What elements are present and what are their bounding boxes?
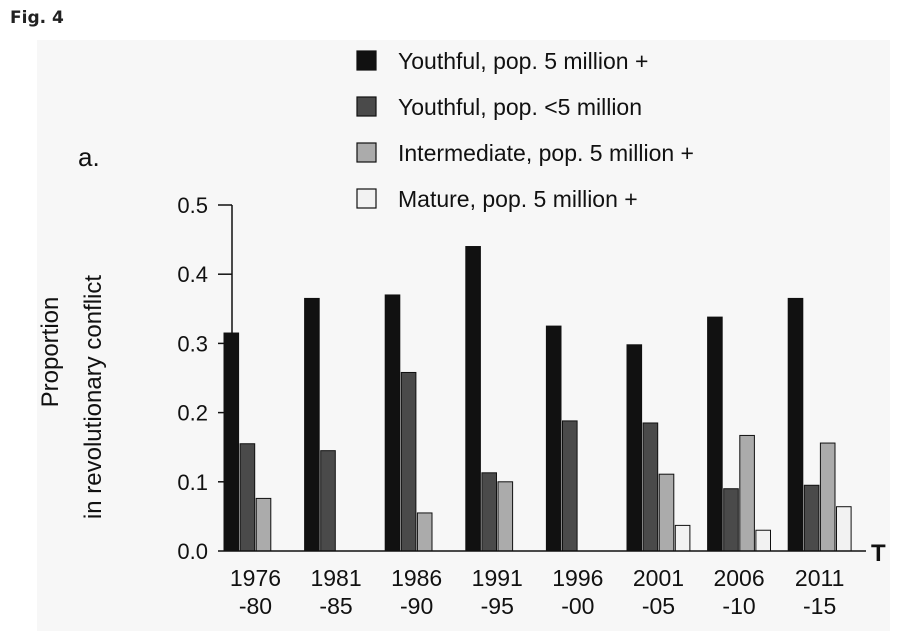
x-tick-label-line1: 2006 [713,565,764,591]
bar [223,332,240,552]
bar [239,443,256,552]
bar [320,450,336,552]
bar [562,420,578,552]
y-axis-label-line1: Proportion [37,297,64,408]
x-tick-label-line2: -15 [803,593,836,619]
legend: Youthful, pop. 5 million + Youthful, pop.… [356,48,694,212]
panel-label: a. [78,142,100,172]
legend-swatch [356,96,377,117]
bar [416,512,433,552]
bar [304,297,320,552]
bar [255,497,272,552]
x-tick-label-line1: 2001 [633,565,684,591]
legend-label: Youthful, pop. <5 million [398,94,642,120]
legend-swatch [356,188,377,209]
x-tick-label-line2: -90 [400,593,433,619]
figure-label: Fig. 4 [10,8,64,28]
x-tick-label-line1: 2011 [795,565,844,591]
bar [755,529,772,552]
bar [803,484,820,552]
bar [739,434,755,552]
x-tick-label-line2: -85 [319,593,352,619]
legend-label: Intermediate, pop. 5 million + [398,140,694,166]
x-axis-end-label: T [871,540,886,567]
y-axis-label-line2: in revolutionary conflict [80,275,107,519]
legend-label: Youthful, pop. 5 million + [398,48,648,74]
y-tick-label: 0.3 [177,331,208,356]
bar [836,506,852,552]
x-tick-label-line2: -05 [642,593,675,619]
y-tick-label: 0.1 [177,470,208,495]
bars [223,246,852,552]
x-axis: 1976-801981-851986-901991-951996-002001-… [230,550,866,619]
bar [674,524,691,552]
x-tick-label-line1: 1986 [391,565,442,591]
bar [819,442,836,552]
x-tick-label-line1: 1976 [230,565,281,591]
x-tick-label-line1: 1981 [310,565,361,591]
bar [545,325,562,552]
x-tick-label-line2: -10 [722,593,755,619]
x-tick-label-line1: 1996 [552,565,603,591]
bar [707,316,723,552]
y-tick-label: 0.0 [177,539,208,564]
bar [400,371,417,552]
bar [465,246,481,552]
bar [723,488,739,552]
bar [787,297,804,552]
x-tick-label-line2: -00 [561,593,594,619]
legend-swatch [356,50,377,71]
legend-label: Mature, pop. 5 million + [398,186,638,212]
bar [481,472,497,552]
legend-swatch [356,142,377,163]
bar [626,344,643,552]
x-tick-label-line1: 1991 [472,565,523,591]
bar [658,473,675,552]
x-tick-label-line2: -95 [481,593,514,619]
bar [384,294,401,552]
y-tick-label: 0.4 [177,262,208,287]
bar [497,481,514,552]
y-tick-label: 0.2 [177,401,208,426]
y-tick-label: 0.5 [177,193,208,218]
x-tick-label-line2: -80 [239,593,272,619]
bar [642,422,659,552]
